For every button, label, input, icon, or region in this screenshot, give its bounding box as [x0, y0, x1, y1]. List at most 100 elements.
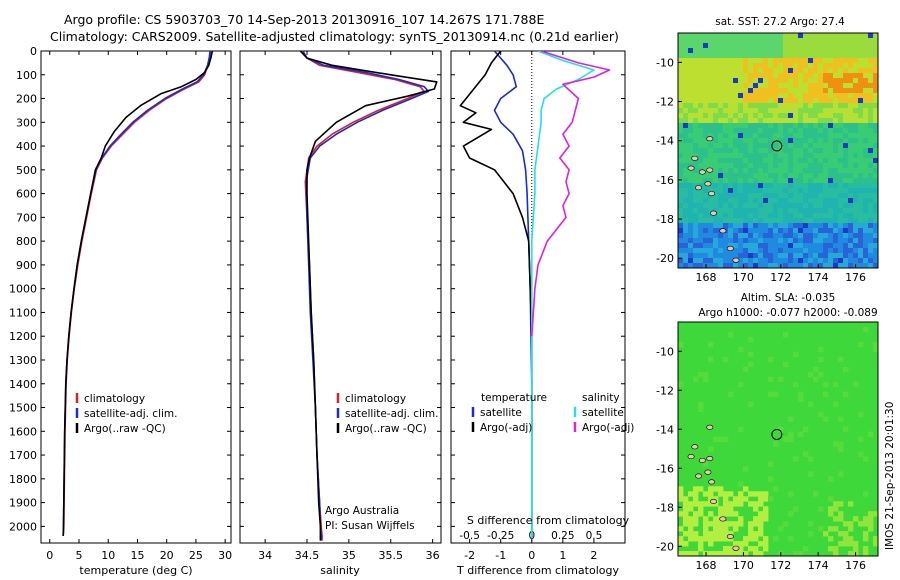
map-cell	[813, 128, 819, 134]
map-cell	[708, 446, 714, 452]
map-cell	[738, 143, 744, 149]
map-cell	[813, 168, 819, 174]
map-x-tick-label: 168	[696, 271, 717, 284]
map-cell	[698, 163, 704, 169]
map-cell	[728, 48, 734, 54]
map-cell	[833, 173, 839, 179]
map-cell	[828, 73, 834, 79]
map-cell	[733, 43, 739, 49]
map-cell	[753, 531, 759, 537]
map-cell	[703, 38, 709, 44]
map-cell	[723, 193, 729, 199]
map-cell	[823, 148, 829, 154]
map-cell	[833, 208, 839, 214]
map-cell	[758, 83, 764, 89]
argo-australia-label: Argo Australia	[325, 505, 399, 517]
map-cell	[713, 33, 719, 39]
map-cell	[858, 233, 864, 239]
map-cell	[718, 536, 724, 542]
map-cell	[758, 198, 764, 204]
map-cell	[863, 258, 869, 264]
sla-map-islands	[687, 424, 740, 551]
map-cell	[873, 233, 879, 239]
map-cell	[868, 138, 874, 144]
map-cell	[788, 53, 794, 59]
map-cell	[748, 253, 754, 259]
map-cell	[763, 546, 769, 552]
map-cell	[788, 93, 794, 99]
map-cell	[688, 118, 694, 124]
map-cell	[748, 361, 754, 368]
map-cell	[758, 93, 764, 99]
map-cell	[828, 243, 834, 249]
map-cell	[688, 243, 694, 249]
map-cell	[788, 43, 794, 49]
map-cell	[868, 233, 874, 239]
map-cell	[773, 113, 779, 119]
map-cell	[728, 531, 734, 537]
map-cell	[803, 38, 809, 44]
map-cell	[793, 233, 799, 239]
map-cell	[698, 113, 704, 119]
map-cell	[818, 93, 824, 99]
legend-s-satellite-label: satellite	[582, 407, 624, 419]
map-cell	[758, 223, 764, 229]
map-cell	[748, 118, 754, 124]
map-cell	[843, 198, 849, 204]
temperature-profiles	[62, 51, 214, 536]
map-cell	[768, 213, 774, 219]
map-cell	[748, 336, 754, 343]
map-cell	[713, 163, 719, 169]
map-cell	[683, 496, 689, 502]
map-cell	[843, 83, 849, 89]
legend-label: climatology	[345, 393, 406, 405]
map-cell	[708, 501, 714, 507]
map-cell	[783, 238, 789, 244]
island-shape	[708, 479, 716, 485]
map-cell	[698, 63, 704, 69]
map-cell	[838, 471, 844, 477]
map-cell	[808, 173, 814, 179]
map-cell	[868, 158, 874, 164]
map-x-tick-label: 170	[733, 271, 754, 284]
map-cell	[758, 153, 764, 159]
map-cell	[713, 243, 719, 249]
map-cell	[753, 88, 759, 94]
map-cell	[873, 33, 879, 39]
map-cell	[748, 63, 754, 69]
map-cell	[723, 108, 729, 114]
map-cell	[823, 123, 829, 129]
map-cell	[713, 501, 719, 507]
map-cell	[718, 128, 724, 134]
map-cell	[678, 128, 684, 134]
map-cell	[693, 93, 699, 99]
map-cell	[808, 138, 814, 144]
legend-t-satellite-label: satellite	[480, 407, 522, 419]
map-cell	[728, 168, 734, 174]
map-cell	[708, 238, 714, 244]
map-cell	[803, 213, 809, 219]
map-cell	[743, 33, 749, 39]
map-cell	[828, 163, 834, 169]
map-cell	[793, 53, 799, 59]
map-cell	[693, 258, 699, 264]
map-cell	[698, 193, 704, 199]
map-cell	[838, 416, 844, 422]
map-cell	[688, 113, 694, 119]
map-cell	[723, 58, 729, 64]
map-cell	[803, 426, 809, 432]
map-cell	[853, 381, 859, 388]
map-cell	[713, 148, 719, 154]
map-cell	[828, 153, 834, 159]
map-cell	[733, 188, 739, 194]
map-cell	[843, 208, 849, 214]
series-line-s-argo	[531, 51, 611, 337]
sst-argo-location-marker	[771, 140, 783, 152]
map-cell	[713, 173, 719, 179]
map-cell	[683, 218, 689, 224]
map-cell	[693, 253, 699, 259]
map-cell	[748, 33, 754, 39]
map-cell	[833, 153, 839, 159]
map-cell	[783, 183, 789, 189]
map-cell	[763, 248, 769, 254]
